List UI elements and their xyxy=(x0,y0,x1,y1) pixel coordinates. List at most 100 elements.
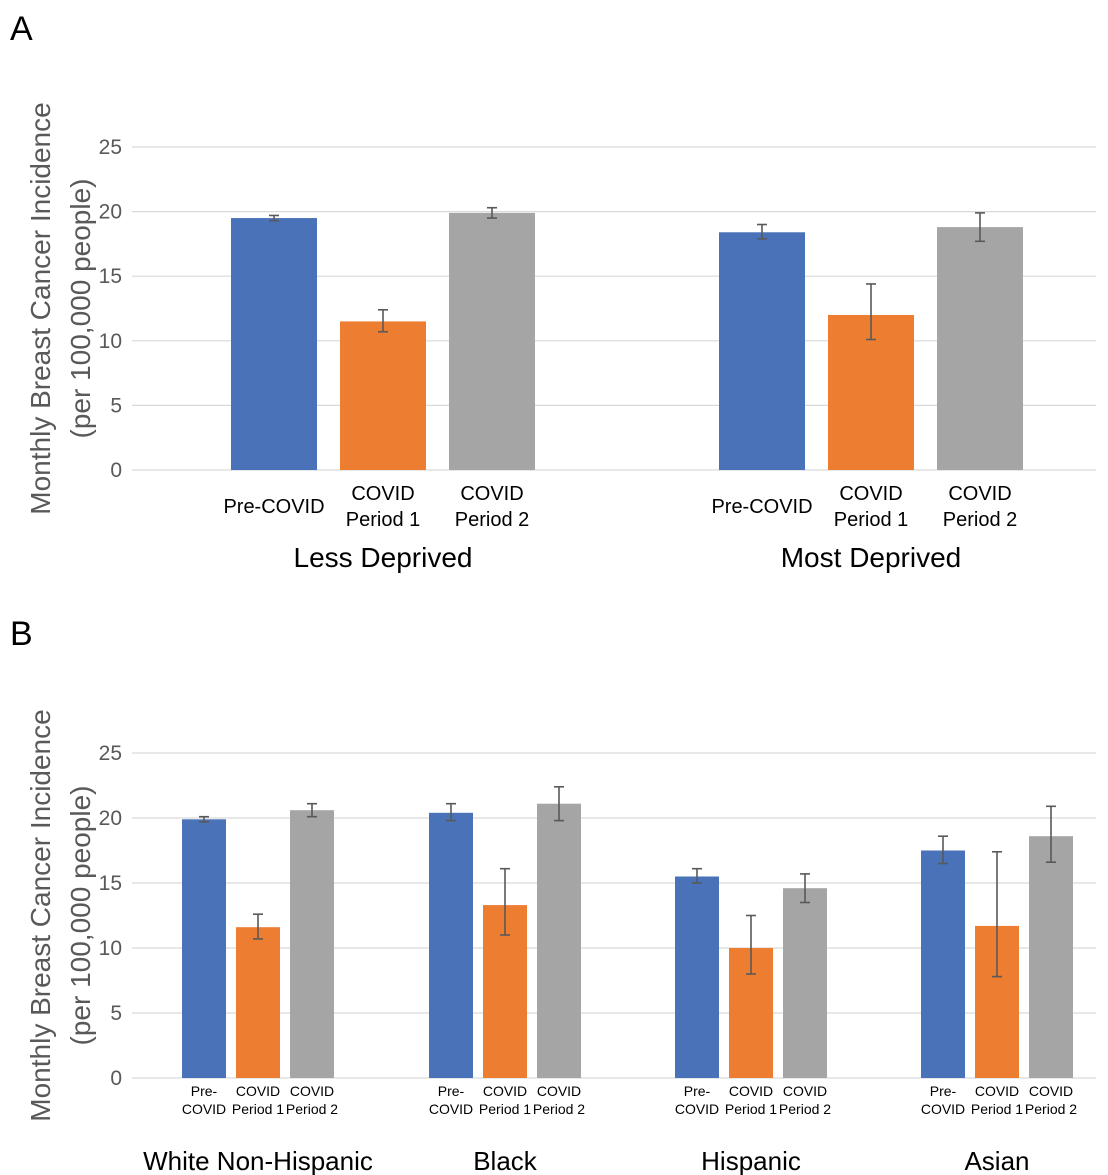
x-tick-label: COVID xyxy=(975,1083,1019,1099)
error-bar xyxy=(378,308,388,333)
error-bar xyxy=(866,283,876,341)
bar xyxy=(449,212,535,470)
y-tick-label: 15 xyxy=(99,265,122,288)
error-bar xyxy=(487,206,497,219)
y-tick-label: 20 xyxy=(99,201,122,224)
x-tick-label: COVID xyxy=(429,1101,473,1117)
x-tick-label: COVID xyxy=(783,1083,827,1099)
bar xyxy=(429,812,473,1078)
y-tick-label: 10 xyxy=(99,937,122,960)
x-tick-label: Period 1 xyxy=(346,509,421,531)
x-tick-label: Period 2 xyxy=(455,509,530,531)
x-tick-label: Pre-COVID xyxy=(711,496,812,518)
y-tick-label: 0 xyxy=(110,459,122,482)
error-bar xyxy=(446,802,456,822)
x-tick-label: COVID xyxy=(948,483,1011,505)
group-label: Asian xyxy=(964,1146,1029,1175)
error-bar xyxy=(746,914,756,975)
x-tick-label: COVID xyxy=(675,1101,719,1117)
bar-group: Pre- COVID COVID Period 1 COVID Period 2 White… xyxy=(143,802,373,1175)
x-tick-label: COVID xyxy=(729,1083,773,1099)
x-tick-label: Pre- xyxy=(191,1083,218,1099)
x-tick-label: Period 2 xyxy=(1025,1101,1077,1117)
x-tick-label: Pre- xyxy=(684,1083,711,1099)
x-tick-label: Pre- xyxy=(930,1083,957,1099)
y-axis-title-line2: (per 100,000 people) xyxy=(65,786,96,1046)
group-label: White Non-Hispanic xyxy=(143,1146,373,1175)
x-tick-label: Period 2 xyxy=(286,1101,338,1117)
bar xyxy=(231,218,317,470)
x-tick-label: Pre-COVID xyxy=(223,496,324,518)
bar-group: Pre-COVID COVID Period 1 COVID Period 2 Less … xyxy=(223,206,535,573)
x-tick-label: COVID xyxy=(351,483,414,505)
x-tick-label: COVID xyxy=(182,1101,226,1117)
x-tick-label: Period 1 xyxy=(479,1101,531,1117)
y-axis-title-line2: (per 100,000 people) xyxy=(65,179,96,439)
y-tick-label: 20 xyxy=(99,807,122,830)
y-tick-label: 25 xyxy=(99,742,122,765)
bar xyxy=(675,876,719,1078)
x-tick-label: COVID xyxy=(460,483,523,505)
y-tick-label: 15 xyxy=(99,872,122,895)
group-label: Black xyxy=(473,1146,538,1175)
panel-letter: B xyxy=(10,615,33,653)
panel-a: A 0 5 10 15 20 25 Monthly Breast Cancer Inciden… xyxy=(10,10,1096,573)
error-bar xyxy=(500,867,510,936)
y-axis-title-line1: Monthly Breast Cancer Incidence xyxy=(25,709,56,1121)
bar xyxy=(182,819,226,1078)
y-tick-label: 5 xyxy=(110,394,122,417)
x-tick-label: COVID xyxy=(483,1083,527,1099)
x-tick-label: COVID xyxy=(236,1083,280,1099)
group-label: Most Deprived xyxy=(781,542,962,573)
bar xyxy=(828,314,914,470)
bar xyxy=(290,810,334,1078)
bar-group: Pre- COVID COVID Period 1 COVID Period 2 Hispa… xyxy=(675,867,831,1175)
error-bar xyxy=(992,850,1002,978)
x-tick-label: Pre- xyxy=(438,1083,465,1099)
group-label: Less Deprived xyxy=(294,542,473,573)
error-bar xyxy=(938,835,948,865)
error-bar xyxy=(800,873,810,904)
bar xyxy=(537,803,581,1078)
error-bar xyxy=(269,214,279,222)
error-bar xyxy=(1046,805,1056,864)
y-tick-label: 0 xyxy=(110,1067,122,1090)
error-bar xyxy=(307,802,317,818)
x-tick-label: COVID xyxy=(1029,1083,1073,1099)
error-bar xyxy=(692,867,702,884)
x-tick-label: Period 1 xyxy=(971,1101,1023,1117)
y-tick-label: 5 xyxy=(110,1002,122,1025)
bar xyxy=(783,888,827,1078)
bar xyxy=(921,850,965,1078)
bar-group: Pre- COVID COVID Period 1 COVID Period 2 Asian xyxy=(921,805,1077,1175)
y-axis-title-line1: Monthly Breast Cancer Incidence xyxy=(25,102,56,514)
panel-letter: A xyxy=(10,10,33,48)
error-bar xyxy=(199,815,209,823)
y-tick-label: 10 xyxy=(99,330,122,353)
x-tick-label: Period 2 xyxy=(533,1101,585,1117)
x-tick-label: COVID xyxy=(290,1083,334,1099)
error-bar xyxy=(757,223,767,240)
x-tick-label: Period 2 xyxy=(779,1101,831,1117)
bar-group: Pre- COVID COVID Period 1 COVID Period 2 Black xyxy=(429,785,585,1175)
bar-group: Pre-COVID COVID Period 1 COVID Period 2 Most … xyxy=(711,212,1023,573)
x-tick-label: Period 1 xyxy=(725,1101,777,1117)
y-tick-label: 25 xyxy=(99,136,122,159)
bar xyxy=(236,927,280,1078)
bar xyxy=(340,321,426,470)
bar xyxy=(719,232,805,470)
x-tick-label: COVID xyxy=(839,483,902,505)
panel-b: B 0 5 10 15 20 25 Monthly Breast Cancer Inciden… xyxy=(10,615,1096,1175)
error-bar xyxy=(253,913,263,940)
x-tick-label: Period 1 xyxy=(232,1101,284,1117)
error-bar xyxy=(975,212,985,243)
x-tick-label: Period 1 xyxy=(834,509,909,531)
x-tick-label: COVID xyxy=(537,1083,581,1099)
group-label: Hispanic xyxy=(701,1146,801,1175)
error-bar xyxy=(554,785,564,822)
x-tick-label: Period 2 xyxy=(943,509,1018,531)
x-tick-label: COVID xyxy=(921,1101,965,1117)
bar xyxy=(937,227,1023,470)
bar xyxy=(1029,836,1073,1078)
